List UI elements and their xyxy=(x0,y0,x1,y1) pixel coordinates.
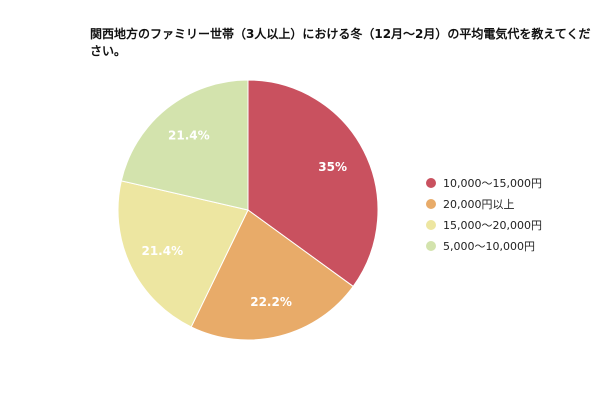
pie-slice-label-1: 35% xyxy=(318,160,347,174)
legend-label: 15,000～20,000円 xyxy=(443,218,542,232)
legend-item: 5,000～10,000円 xyxy=(426,235,542,256)
legend-swatch xyxy=(426,198,436,209)
pie-slice-label-4: 21.4% xyxy=(168,129,210,143)
pie-slice-4 xyxy=(120,79,249,211)
pie-slice-label-3: 21.4% xyxy=(141,244,183,258)
legend-item: 15,000～20,000円 xyxy=(426,214,542,235)
legend-label: 20,000円以上 xyxy=(443,197,515,211)
legend-label: 10,000～15,000円 xyxy=(443,176,542,190)
pie-slice-2 xyxy=(190,209,354,341)
legend-swatch xyxy=(426,219,436,230)
pie-slice-1 xyxy=(247,79,379,288)
legend-swatch xyxy=(426,177,436,188)
legend-label: 5,000～10,000円 xyxy=(443,239,535,253)
chart-legend: 10,000～15,000円 20,000円以上 15,000～20,000円 5,0… xyxy=(426,172,542,256)
pie-slice-3 xyxy=(117,180,249,328)
legend-item: 20,000円以上 xyxy=(426,193,542,214)
pie-slice-label-2: 22.2% xyxy=(250,295,292,309)
legend-swatch xyxy=(426,240,436,251)
legend-item: 10,000～15,000円 xyxy=(426,172,542,193)
chart-title: 関西地方のファミリー世帯（3人以上）における冬（12月～2月）の平均電気代を教え… xyxy=(90,27,591,58)
